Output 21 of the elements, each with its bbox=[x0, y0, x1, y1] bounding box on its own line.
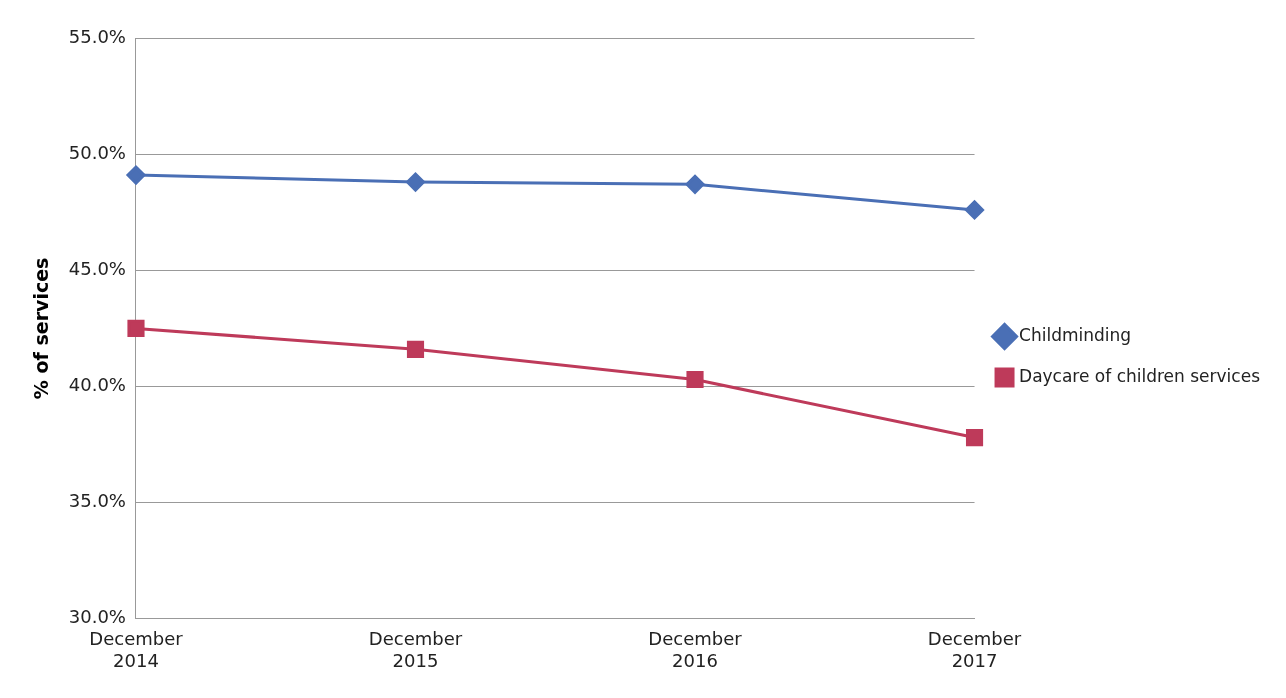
y-tick-label: 35.0% bbox=[68, 490, 126, 512]
y-tick-label: 45.0% bbox=[68, 257, 126, 279]
point bbox=[686, 370, 704, 389]
y-tick-label: 50.0% bbox=[68, 141, 126, 163]
y-tick-label: 55.0% bbox=[68, 25, 126, 47]
point bbox=[406, 340, 425, 358]
point bbox=[965, 429, 984, 447]
legend-label: Childminding bbox=[1019, 324, 1132, 345]
y-tick-label: 40.0% bbox=[68, 374, 126, 396]
point bbox=[127, 319, 145, 337]
y-tick-label: 30.0% bbox=[68, 606, 126, 628]
x-tick-label: December 2016 bbox=[648, 628, 743, 671]
x-tick-label: December 2017 bbox=[927, 628, 1022, 671]
y-axis-title: % of services bbox=[30, 257, 53, 400]
x-tick-label: December 2014 bbox=[89, 628, 184, 671]
point bbox=[965, 200, 985, 220]
legend-label: Daycare of children services bbox=[1019, 365, 1261, 386]
x-tick-label: December 2015 bbox=[368, 628, 463, 671]
point bbox=[406, 172, 425, 192]
point bbox=[685, 174, 705, 194]
point bbox=[126, 165, 146, 185]
